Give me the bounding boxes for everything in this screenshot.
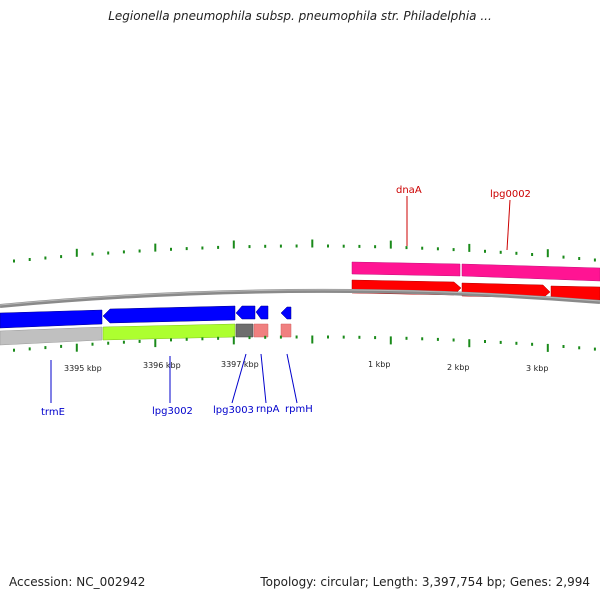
scale-label: 3396 kbp (143, 361, 181, 370)
scale-label: 3397 kbp (221, 360, 259, 369)
feature-trmE[interactable] (0, 326, 103, 346)
feature-lpg0002[interactable] (461, 263, 600, 282)
genome-stats-text: Topology: circular; Length: 3,397,754 bp… (260, 575, 590, 589)
gene-label-rpmH[interactable]: rpmH (285, 404, 313, 415)
gene-label-rnpA[interactable]: rnpA (256, 404, 280, 415)
feature-dnaA[interactable] (351, 261, 461, 277)
cds-lpg3003[interactable] (235, 305, 256, 320)
map-title: Legionella pneumophila subsp. pneumophil… (108, 9, 492, 23)
gene-label-trmE[interactable]: trmE (41, 407, 65, 418)
reverse-feature-track (0, 323, 292, 346)
feature-lpg3003[interactable] (235, 323, 254, 338)
backbone (0, 288, 600, 308)
scale-label: 3 kbp (526, 364, 548, 373)
cds-rpmH[interactable] (280, 306, 292, 320)
tick-track-bottom (13, 335, 596, 352)
gene-label-lpg0002[interactable]: lpg0002 (490, 189, 531, 200)
feature-lpg3002[interactable] (102, 323, 236, 341)
gene-label-lpg3003[interactable]: lpg3003 (213, 405, 254, 416)
gene-label-dnaA[interactable]: dnaA (396, 185, 422, 196)
scale-labels: 3395 kbp 3396 kbp 3397 kbp 1 kbp 2 kbp 3… (64, 360, 548, 373)
feature-rpmH[interactable] (280, 323, 292, 338)
leader-lines (50, 196, 511, 404)
gene-labels: trmE lpg3002 lpg3003 rnpA rpmH dnaA lpg0… (41, 185, 531, 418)
forward-feature-track (351, 261, 600, 282)
cds-trmE[interactable] (0, 309, 103, 329)
reverse-cds-track (0, 305, 292, 329)
scale-label: 2 kbp (447, 363, 469, 372)
feature-rnpA[interactable] (253, 323, 269, 338)
gene-label-lpg3002[interactable]: lpg3002 (152, 406, 193, 417)
tick-track-top (13, 239, 596, 263)
cds-rnpA[interactable] (255, 305, 269, 320)
scale-label: 3395 kbp (64, 364, 102, 373)
cds-lpg0003[interactable] (550, 285, 600, 301)
scale-label: 1 kbp (368, 360, 390, 369)
accession-text: Accession: NC_002942 (9, 575, 146, 589)
cds-lpg3002[interactable] (102, 305, 236, 324)
